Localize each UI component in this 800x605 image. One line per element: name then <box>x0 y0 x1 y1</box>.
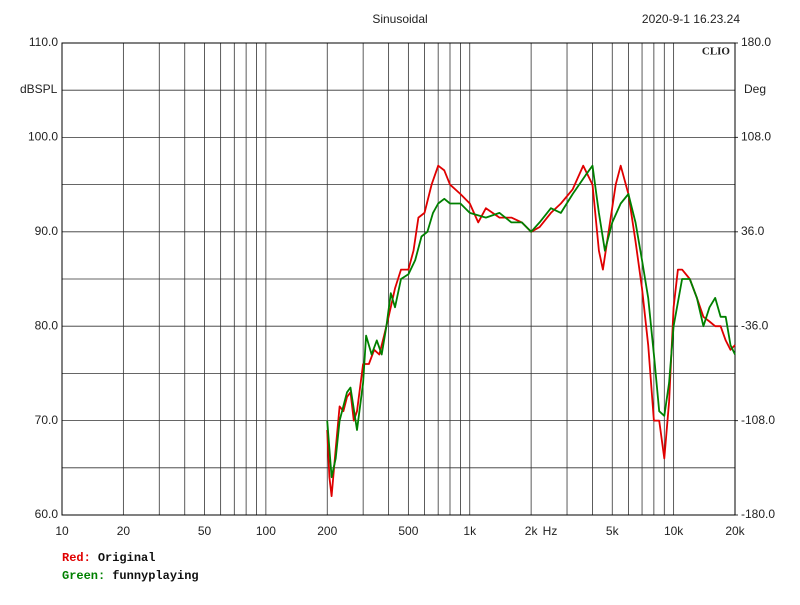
x-tick-label: 2k <box>525 524 539 538</box>
x-tick-label: 10k <box>664 524 684 538</box>
x-tick-label: 5k <box>606 524 620 538</box>
y-tick-label: 110.0 <box>29 35 58 49</box>
y-tick-label: 70.0 <box>35 413 59 427</box>
y-axis-label: dBSPL <box>20 82 58 96</box>
x-tick-label: 20k <box>725 524 745 538</box>
plot-frame <box>61 42 736 516</box>
legend-prefix: Red: <box>62 551 91 565</box>
legend-name: funnyplaying <box>112 569 198 583</box>
series-line <box>326 164 736 479</box>
legend-prefix: Green: <box>62 569 105 583</box>
legend-entry: Green: funnyplaying <box>62 569 199 583</box>
x-tick-label: 50 <box>198 524 212 538</box>
y-tick-label: 80.0 <box>35 318 59 332</box>
brand: CLIO <box>702 46 731 58</box>
y-tick-label: 90.0 <box>35 224 59 238</box>
y2-tick-label: 108.0 <box>741 130 771 144</box>
x-tick-label: 100 <box>256 524 276 538</box>
y2-tick-label: -108.0 <box>741 413 775 427</box>
legend-name: Original <box>98 551 156 565</box>
chart-title: Sinusoidal <box>372 12 427 26</box>
x-tick-label: 200 <box>317 524 337 538</box>
y2-tick-label: -180.0 <box>741 507 775 521</box>
x-tick-label: 1k <box>463 524 477 538</box>
x-unit-label: Hz <box>543 524 558 538</box>
y2-tick-label: 36.0 <box>741 224 765 238</box>
x-tick-label: 500 <box>398 524 418 538</box>
y2-tick-label: 180.0 <box>741 35 771 49</box>
timestamp: 2020-9-1 16.23.24 <box>642 12 740 26</box>
legend-entry: Red: Original <box>62 551 155 565</box>
y2-axis-label: Deg <box>744 82 766 96</box>
x-tick-label: 10 <box>55 524 69 538</box>
y2-tick-label: -36.0 <box>741 318 769 332</box>
y-tick-label: 100.0 <box>28 130 58 144</box>
y-tick-label: 60.0 <box>35 507 59 521</box>
x-tick-label: 20 <box>117 524 131 538</box>
